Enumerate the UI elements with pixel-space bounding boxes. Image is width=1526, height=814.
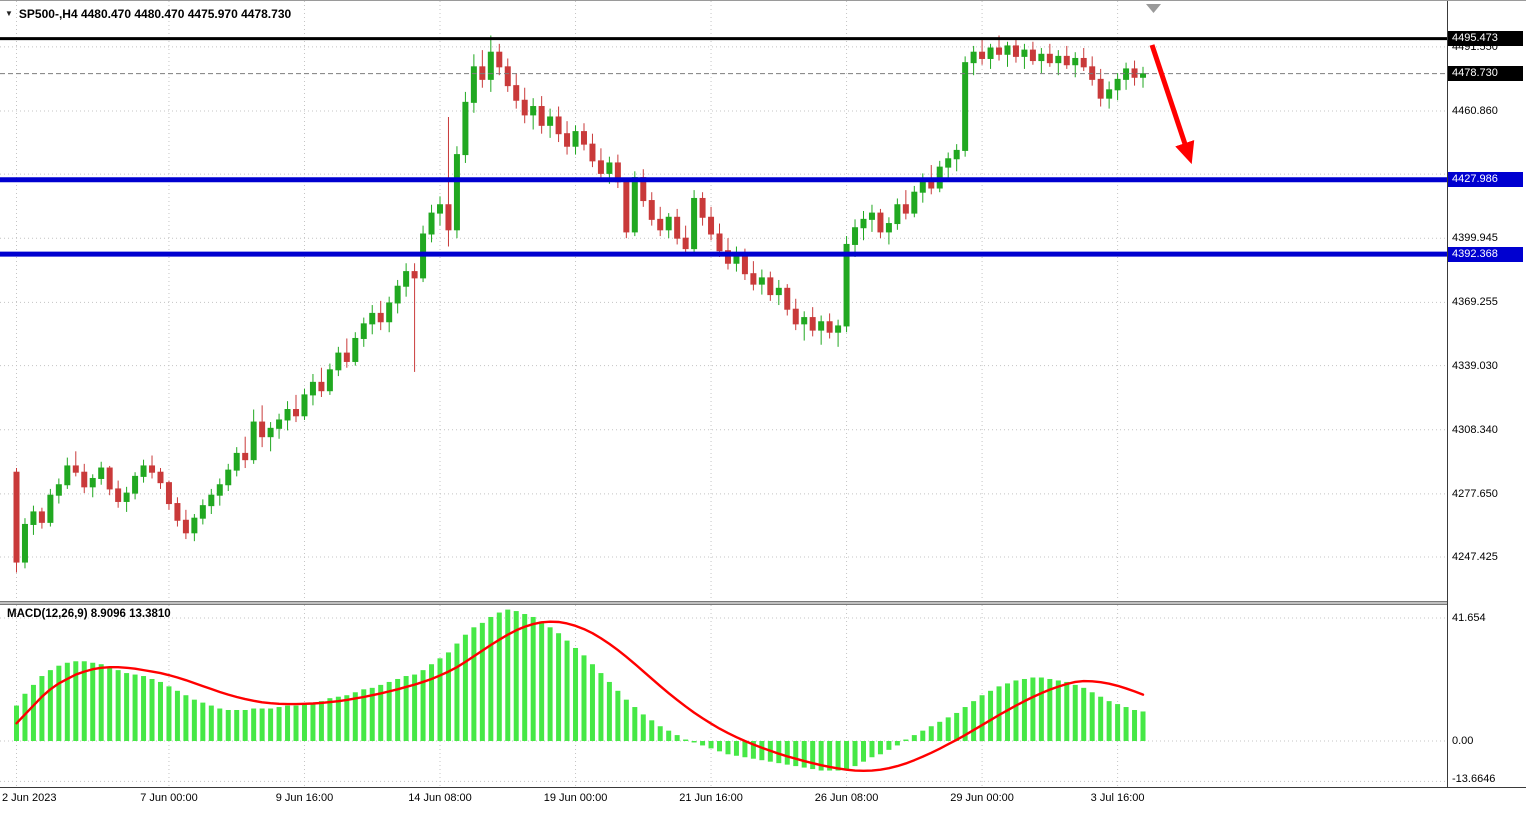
time-axis[interactable]: 2 Jun 2023 7 Jun 00:00 9 Jun 16:00 14 Jun 0… xyxy=(0,788,1447,814)
price-tag-black: 4495.473 xyxy=(1448,31,1523,47)
time-axis-label: 26 Jun 08:00 xyxy=(814,792,879,804)
macd-histogram xyxy=(14,609,1146,771)
price-tag-blue: 4427.986 xyxy=(1448,172,1523,188)
time-axis-label: 2 Jun 2023 xyxy=(2,792,57,804)
chart-title: ▼ SP500-,H4 4480.470 4480.470 4475.970 4… xyxy=(5,7,291,21)
trend-arrow[interactable] xyxy=(1149,44,1195,165)
price-tag-blue: 4392.368 xyxy=(1448,246,1523,262)
symbol-ohlc-text: SP500-,H4 4480.470 4480.470 4475.970 447… xyxy=(18,7,292,21)
axis-horizontal-border xyxy=(0,787,1526,788)
time-axis-label: 29 Jun 00:00 xyxy=(950,792,1014,804)
time-axis-label: 7 Jun 00:00 xyxy=(140,792,198,804)
time-axis-label: 19 Jun 00:00 xyxy=(543,792,608,804)
object-anchor-icon[interactable] xyxy=(1146,4,1161,13)
price-axis-label: 4460.860 xyxy=(1452,105,1498,117)
price-axis-label: 4339.030 xyxy=(1452,359,1498,372)
symbol-dropdown-icon[interactable]: ▼ xyxy=(5,9,13,18)
price-axis[interactable]: 4491.550 4460.860 4399.945 4369.255 4339.030… xyxy=(1448,1,1526,787)
panel-separator[interactable] xyxy=(0,601,1447,605)
macd-signal-line xyxy=(15,620,1145,773)
price-axis-label: 4277.650 xyxy=(1452,487,1498,500)
time-axis-label: 14 Jun 08:00 xyxy=(408,792,472,804)
axis-vertical-border xyxy=(1447,1,1448,788)
price-axis-label: 4308.340 xyxy=(1452,423,1498,436)
time-axis-label: 3 Jul 16:00 xyxy=(1090,792,1145,804)
macd-indicator-label: MACD(12,26,9) 8.9096 13.3810 xyxy=(7,608,171,620)
price-axis-label: 4247.425 xyxy=(1452,550,1498,563)
price-axis-label: 4369.255 xyxy=(1452,296,1498,309)
grid-lines xyxy=(0,1,1447,787)
macd-axis-label: 0.00 xyxy=(1452,735,1474,747)
price-tag-black: 4478.730 xyxy=(1448,66,1523,82)
price-axis-label: 4399.945 xyxy=(1452,232,1498,245)
time-axis-label: 21 Jun 16:00 xyxy=(679,792,743,804)
macd-axis-label: 41.654 xyxy=(1452,611,1486,624)
macd-axis-label: -13.6646 xyxy=(1452,773,1496,785)
time-axis-label: 9 Jun 16:00 xyxy=(275,792,334,804)
candlesticks xyxy=(13,35,1147,573)
